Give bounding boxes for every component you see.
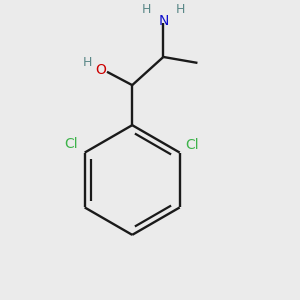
Text: H: H — [176, 3, 185, 16]
Text: H: H — [142, 3, 151, 16]
Text: H: H — [83, 56, 92, 69]
Text: O: O — [95, 63, 106, 77]
Text: N: N — [158, 14, 169, 28]
Text: Cl: Cl — [186, 138, 200, 152]
Text: Cl: Cl — [64, 137, 77, 152]
